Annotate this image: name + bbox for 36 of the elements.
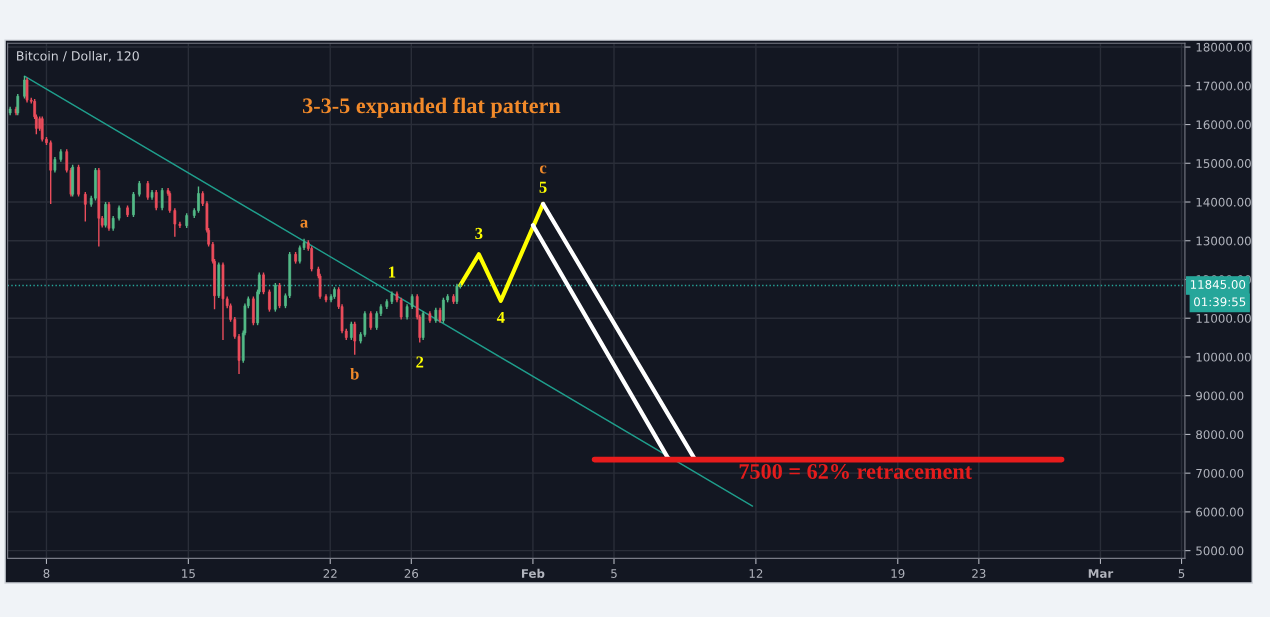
x-tick-label: 15 [182, 569, 195, 578]
text: Bitcoin / Dollar, 120 [17, 50, 139, 62]
y-tick-label: 17000.00 [1196, 81, 1251, 91]
y-tick-label: 6000.00 [1196, 507, 1244, 517]
y-tick-label: 5000.00 [1196, 546, 1244, 556]
x-tick-label: 23 [972, 569, 986, 578]
y-tick-label: 7000.00 [1196, 468, 1244, 478]
y-tick-label: 15000.00 [1196, 159, 1251, 168]
x-tick-label: 22 [323, 569, 337, 578]
x-tick-label: 5 [1178, 569, 1185, 578]
annotation: 5 [539, 181, 547, 193]
annotation: 3-3-5 expanded flat pattern [302, 97, 561, 118]
x-tick-label: 5 [611, 569, 617, 578]
x-tick-label: 12 [749, 569, 763, 578]
y-tick-label: 16000.00 [1196, 120, 1251, 130]
x-tick-label: 8 [43, 569, 50, 578]
annotation: 1 [389, 266, 396, 278]
annotation: c [539, 165, 547, 174]
annotation: b [350, 367, 359, 380]
y-tick-label: 11000.00 [1196, 313, 1251, 323]
y-tick-label: 14000.00 [1196, 197, 1251, 207]
annotation: 3 [475, 227, 483, 240]
x-tick-label: 26 [404, 569, 419, 578]
text: 01:39:55 [1194, 297, 1246, 307]
y-tick-label: 13000.00 [1196, 236, 1251, 246]
annotation: 4 [496, 311, 505, 323]
x-tick-label: Mar [1088, 569, 1114, 578]
annotation: a [300, 219, 308, 228]
annotation: 7500 = 62% retracement [739, 463, 973, 480]
x-tick-label: Feb [521, 568, 545, 578]
y-tick-label: 9000.00 [1196, 391, 1244, 401]
annotation: 2 [416, 356, 424, 368]
y-tick-label: 10000.00 [1196, 352, 1251, 362]
x-tick-label: 19 [891, 569, 905, 578]
y-tick-label: 18000.00 [1196, 42, 1251, 52]
y-tick-label: 8000.00 [1196, 430, 1244, 440]
